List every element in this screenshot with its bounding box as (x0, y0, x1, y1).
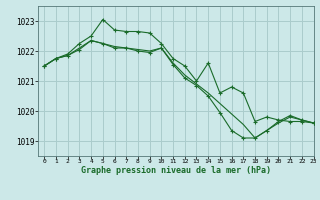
X-axis label: Graphe pression niveau de la mer (hPa): Graphe pression niveau de la mer (hPa) (81, 166, 271, 175)
